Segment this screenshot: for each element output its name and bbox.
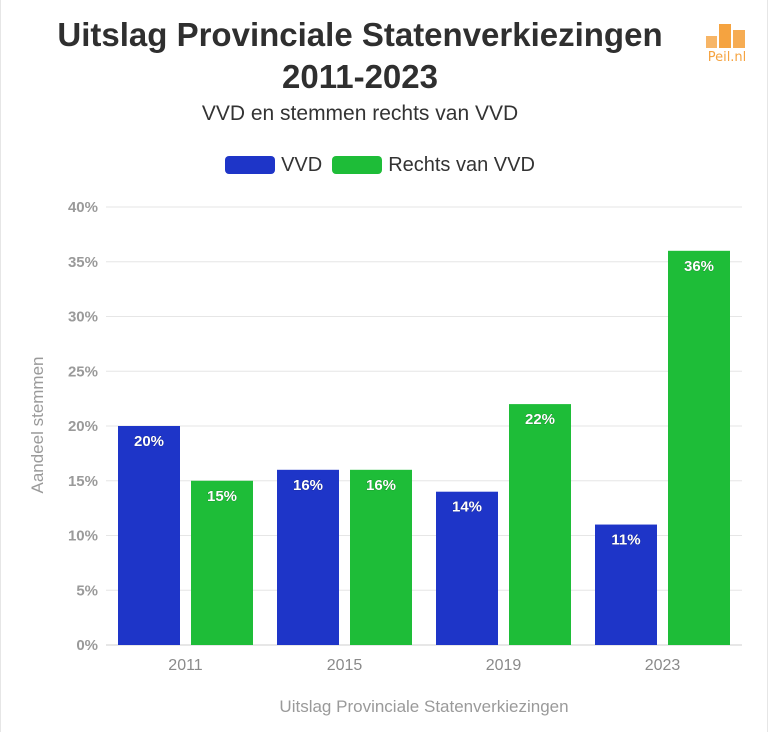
legend-item-vvd[interactable]: VVD xyxy=(225,154,322,177)
x-tick-label: 2011 xyxy=(168,657,203,674)
bar-vvd xyxy=(277,469,339,645)
y-tick-label: 40% xyxy=(68,199,98,216)
data-label: 11% xyxy=(611,532,640,549)
data-label: 16% xyxy=(293,477,323,494)
chart-subtitle: VVD en stemmen rechts van VVD xyxy=(201,102,519,125)
logo-text: Peil.nl xyxy=(707,50,747,65)
x-tick-label: 2015 xyxy=(327,657,363,674)
y-tick-label: 10% xyxy=(68,528,98,545)
x-tick-label: 2019 xyxy=(486,657,522,674)
data-label: 15% xyxy=(207,488,237,505)
legend-label-rechts: Rechts van VVD xyxy=(388,153,535,176)
frame-left-border xyxy=(0,0,1,732)
y-axis-label: Aandeel stemmen xyxy=(28,356,47,494)
data-label: 36% xyxy=(684,258,714,275)
legend-label-vvd: VVD xyxy=(281,153,323,176)
y-tick-label: 20% xyxy=(68,418,98,435)
legend-swatch-vvd xyxy=(225,156,276,174)
bar-rechts xyxy=(668,250,730,646)
chart-title: Uitslag Provinciale Statenverkiezingen 2… xyxy=(30,14,690,98)
bar-rechts xyxy=(350,469,412,645)
y-tick-label: 5% xyxy=(76,582,98,599)
peil-logo: Peil.nl xyxy=(702,20,752,68)
legend-item-rechts[interactable]: Rechts van VVD xyxy=(332,154,535,177)
x-axis-label: Uitslag Provinciale Statenverkiezingen xyxy=(279,697,569,716)
bar-rechts xyxy=(191,480,253,645)
bar-vvd xyxy=(436,491,498,645)
bar-vvd xyxy=(118,426,180,645)
data-label: 16% xyxy=(366,477,396,494)
y-tick-label: 15% xyxy=(68,473,98,490)
y-tick-label: 30% xyxy=(68,309,98,326)
chart-title-line1: Uitslag Provinciale Statenverkiezingen xyxy=(57,16,663,53)
y-tick-label: 0% xyxy=(76,637,98,654)
data-label: 22% xyxy=(525,411,555,428)
y-tick-label: 35% xyxy=(68,254,98,271)
bar-rechts xyxy=(509,404,571,645)
x-tick-label: 2023 xyxy=(645,657,681,674)
bar-chart-logo-icon xyxy=(706,24,745,48)
legend-swatch-rechts xyxy=(332,156,383,174)
data-label: 20% xyxy=(134,433,164,450)
bar-vvd xyxy=(595,524,657,645)
chart-legend: VVD Rechts van VVD xyxy=(0,150,764,180)
data-label: 14% xyxy=(452,499,482,516)
y-tick-label: 25% xyxy=(68,363,98,380)
chart-title-line2: 2011-2023 xyxy=(282,58,438,95)
